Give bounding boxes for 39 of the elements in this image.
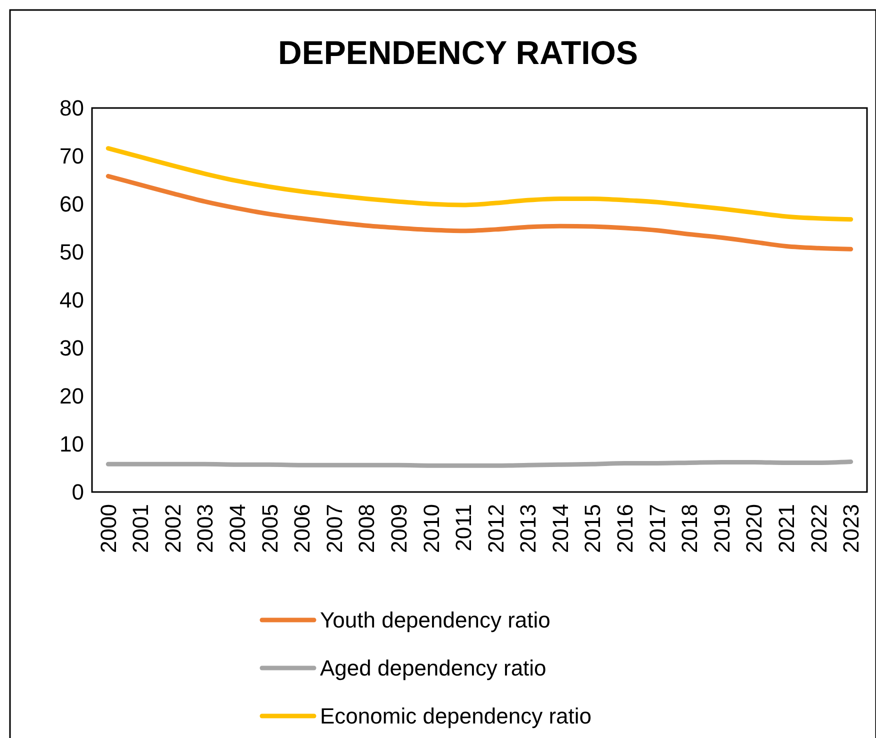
x-tick-label: 2000 — [96, 504, 121, 553]
x-tick-label: 2010 — [418, 504, 444, 553]
y-tick-label: 80 — [60, 96, 84, 121]
legend-label: Aged dependency ratio — [320, 656, 546, 681]
y-tick-label: 50 — [60, 240, 84, 265]
legend-label: Economic dependency ratio — [320, 704, 592, 729]
x-tick-label: 2008 — [354, 504, 380, 553]
x-tick-label: 2005 — [257, 504, 282, 553]
line-series — [106, 174, 854, 252]
x-tick-label: 2016 — [612, 504, 638, 553]
legend-label: Youth dependency ratio — [320, 608, 550, 633]
y-tick-label: 10 — [60, 432, 84, 457]
x-tick-label: 2021 — [774, 504, 799, 553]
x-tick-label: 2013 — [516, 504, 541, 553]
chart-title: DEPENDENCY RATIOS — [278, 34, 638, 71]
x-tick-label: 2006 — [290, 504, 315, 553]
y-tick-label: 60 — [60, 192, 84, 217]
x-tick-label: 2015 — [580, 504, 606, 553]
x-tick-label: 2011 — [451, 504, 476, 552]
x-tick-label: 2004 — [225, 504, 250, 553]
x-tick-label: 2014 — [548, 504, 573, 553]
x-tick-label: 2023 — [838, 504, 864, 553]
x-tick-label: 2001 — [128, 504, 154, 553]
x-tick-label: 2022 — [806, 504, 832, 553]
x-tick-label: 2019 — [709, 504, 734, 553]
y-tick-label: 20 — [60, 384, 84, 409]
y-tick-label: 70 — [60, 144, 84, 169]
x-tick-label: 2009 — [386, 504, 412, 553]
x-tick-label: 2020 — [742, 504, 767, 553]
line-series — [106, 146, 854, 222]
x-tick-label: 2003 — [192, 504, 218, 553]
y-tick-label: 30 — [60, 336, 84, 361]
x-tick-label: 2012 — [483, 504, 508, 553]
x-tick-label: 2002 — [160, 504, 186, 553]
x-tick-label: 2018 — [677, 504, 702, 553]
y-tick-label: 0 — [72, 480, 84, 505]
x-tick-label: 2017 — [644, 504, 670, 553]
x-tick-label: 2007 — [322, 504, 347, 553]
y-tick-label: 40 — [60, 288, 84, 313]
